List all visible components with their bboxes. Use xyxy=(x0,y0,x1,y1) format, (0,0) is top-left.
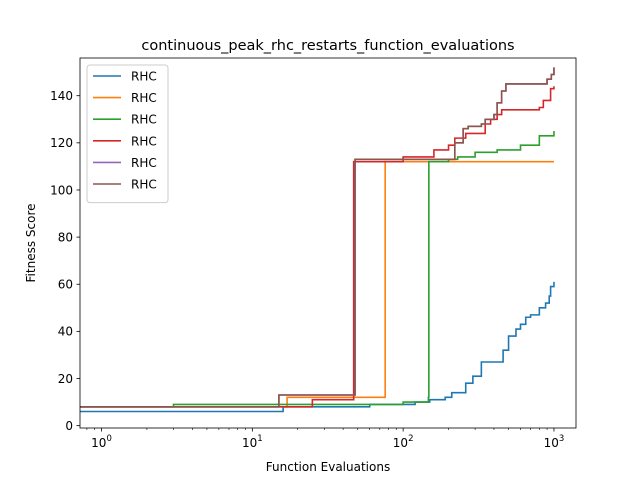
series-layer xyxy=(80,67,555,413)
y-tick-label: 60 xyxy=(58,278,73,292)
series-line-1 xyxy=(80,281,555,413)
x-tick-label: 100 xyxy=(91,434,112,450)
x-axis-label: Function Evaluations xyxy=(266,460,390,474)
y-tick-label: 40 xyxy=(58,325,73,339)
y-axis-label: Fitness Score xyxy=(24,204,38,283)
chart-title: continuous_peak_rhc_restarts_function_ev… xyxy=(141,38,514,54)
y-tick-label: 100 xyxy=(50,183,73,197)
series-line-4 xyxy=(80,86,555,408)
legend-label-4: RHC xyxy=(131,134,157,148)
legend-label-5: RHC xyxy=(131,156,157,170)
legend-box xyxy=(86,64,169,204)
legend-label-2: RHC xyxy=(131,91,157,105)
y-tick-label: 20 xyxy=(58,372,73,386)
series-line-3 xyxy=(80,131,555,408)
y-tick-label: 80 xyxy=(58,230,73,244)
ticks-layer: 100 101 102 103 0 20 40 60 80 100 120 140 xyxy=(50,89,564,450)
x-tick-label: 103 xyxy=(544,434,565,450)
series-line-6 xyxy=(80,67,555,408)
x-tick-label: 102 xyxy=(393,434,414,450)
y-tick-label: 120 xyxy=(50,136,73,150)
legend: RHC RHC RHC RHC RHC RHC xyxy=(86,64,169,204)
x-tick-label: 101 xyxy=(242,434,263,450)
plot-area-frame xyxy=(79,57,577,429)
legend-label-6: RHC xyxy=(131,178,157,192)
legend-label-1: RHC xyxy=(131,70,157,84)
y-tick-label: 0 xyxy=(65,419,73,433)
legend-label-3: RHC xyxy=(131,113,157,127)
y-tick-label: 140 xyxy=(50,89,73,103)
